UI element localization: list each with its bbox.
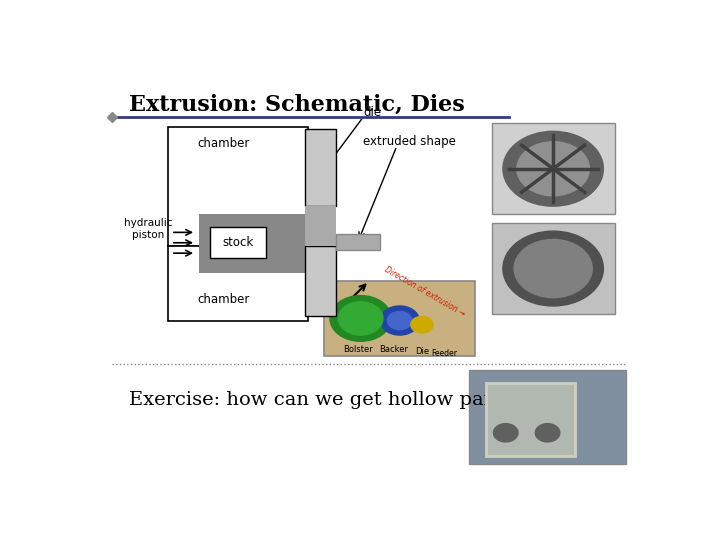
Text: extruded shape: extruded shape	[364, 135, 456, 148]
Bar	[305, 206, 336, 233]
Bar	[492, 223, 615, 314]
Text: chamber: chamber	[198, 137, 250, 150]
Bar	[199, 214, 310, 273]
Text: die: die	[364, 106, 382, 119]
Circle shape	[535, 424, 560, 442]
Circle shape	[514, 239, 593, 298]
Text: Bolster: Bolster	[343, 345, 373, 354]
Bar	[492, 123, 615, 214]
Text: Exercise: how can we get hollow parts?: Exercise: how can we get hollow parts?	[129, 390, 521, 409]
Bar	[486, 383, 575, 456]
Text: Die: Die	[415, 347, 429, 356]
Text: Feeder: Feeder	[431, 349, 457, 358]
Circle shape	[493, 424, 518, 442]
Text: hydraulic
piston: hydraulic piston	[125, 218, 173, 240]
Circle shape	[387, 312, 412, 329]
Bar	[324, 281, 475, 356]
Bar	[168, 127, 307, 246]
Text: Backer: Backer	[379, 345, 409, 354]
Circle shape	[503, 231, 603, 306]
Circle shape	[380, 306, 419, 335]
Text: stock: stock	[222, 237, 253, 249]
Circle shape	[338, 302, 383, 335]
Bar	[336, 234, 380, 250]
Bar	[168, 246, 307, 321]
Circle shape	[503, 131, 603, 206]
Text: Extrusion: Schematic, Dies: Extrusion: Schematic, Dies	[129, 94, 465, 116]
Text: chamber: chamber	[198, 293, 250, 306]
Text: Direction of extrusion →: Direction of extrusion →	[383, 265, 467, 318]
Bar	[305, 129, 336, 206]
Circle shape	[330, 295, 392, 341]
Bar	[210, 227, 266, 258]
Bar	[469, 370, 626, 464]
Circle shape	[411, 316, 433, 333]
Bar	[305, 233, 336, 246]
Bar	[305, 246, 336, 316]
Circle shape	[517, 141, 590, 196]
